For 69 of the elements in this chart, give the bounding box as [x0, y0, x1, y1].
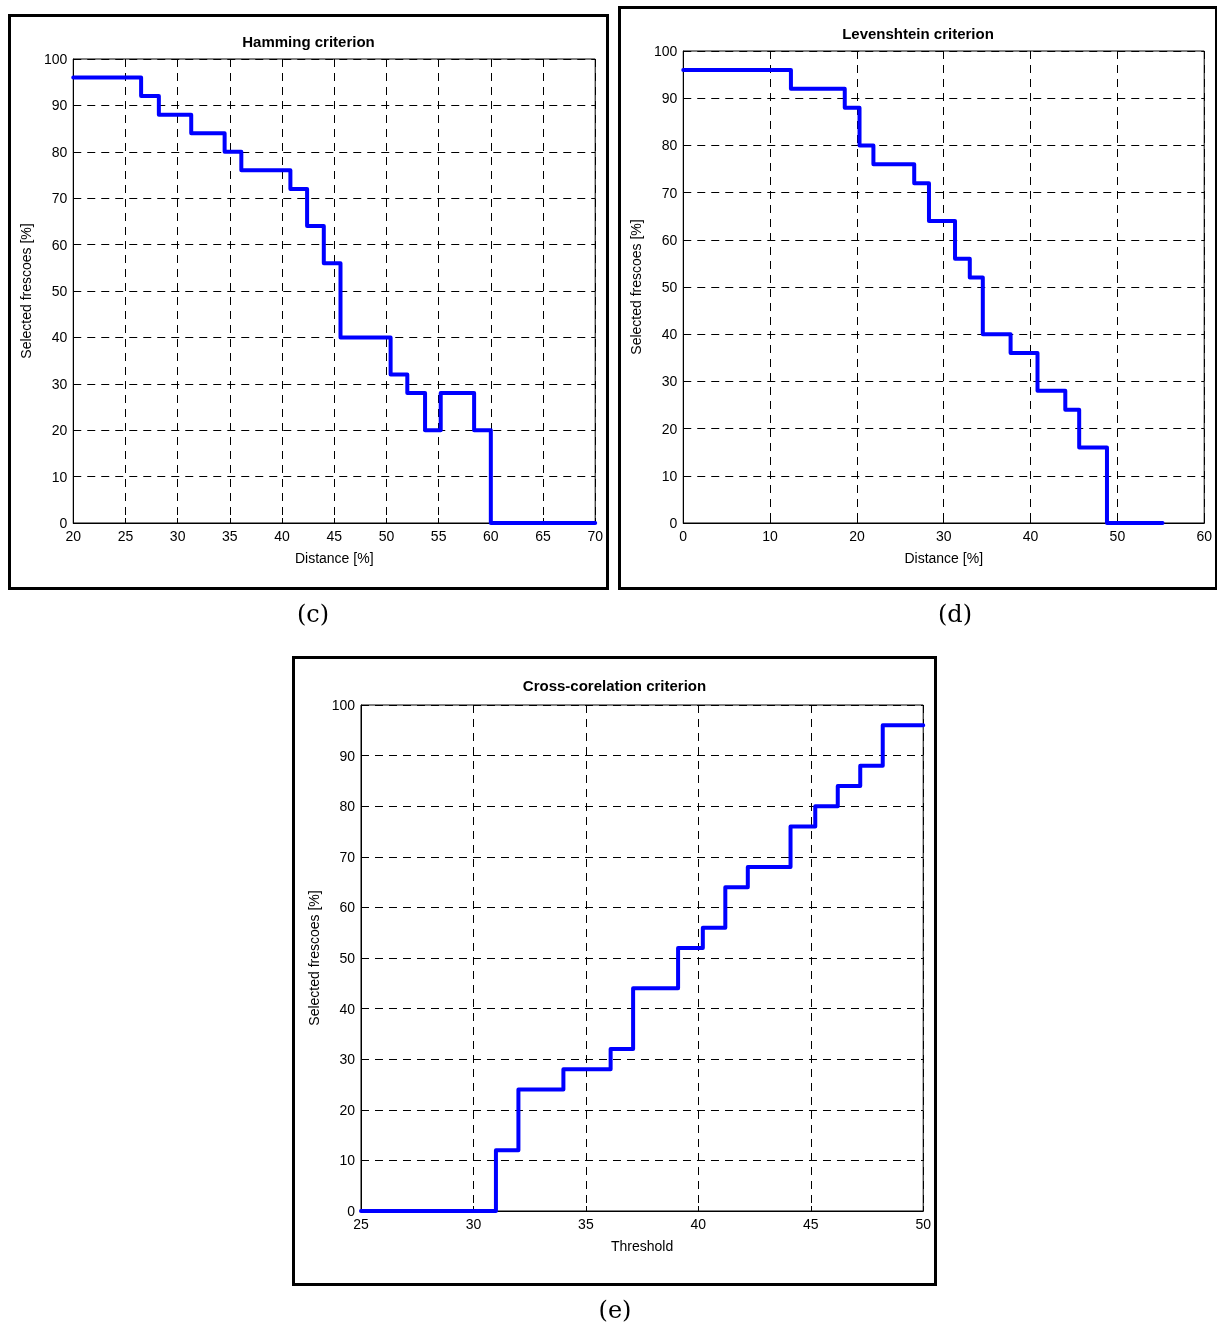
- y-tick-label: 70: [51, 190, 68, 207]
- x-axis-title: Distance [%]: [294, 550, 374, 566]
- y-tick-label: 60: [51, 236, 68, 253]
- y-tick-label: 20: [51, 422, 68, 439]
- y-tick-label: 20: [661, 420, 678, 437]
- chart-title: Levenshtein criterion: [842, 25, 994, 42]
- x-tick-label: 30: [169, 528, 186, 544]
- x-tick-label: 45: [802, 1216, 819, 1232]
- x-tick-label: 50: [915, 1216, 932, 1232]
- y-tick-label: 0: [347, 1203, 356, 1219]
- x-tick-label: 65: [535, 528, 552, 544]
- y-tick-label: 10: [339, 1152, 356, 1169]
- y-tick-label: 90: [661, 90, 678, 107]
- y-tick-label: 0: [669, 515, 678, 531]
- y-tick-label: 50: [51, 283, 68, 299]
- y-tick-label: 90: [339, 747, 356, 764]
- x-tick-label: 50: [378, 528, 395, 544]
- x-tick-label: 45: [326, 528, 343, 544]
- x-tick-label: 35: [578, 1216, 594, 1232]
- x-tick-label: 40: [274, 528, 291, 544]
- y-tick-label: 90: [51, 97, 68, 114]
- y-tick-label: 40: [339, 1000, 356, 1017]
- x-tick-label: 30: [935, 528, 952, 544]
- y-tick-label: 0: [59, 515, 68, 531]
- x-tick-label: 25: [353, 1216, 369, 1232]
- x-tick-label: 20: [65, 528, 82, 544]
- x-tick-label: 0: [679, 528, 688, 544]
- x-tick-label: 40: [690, 1216, 707, 1232]
- x-tick-label: 40: [1022, 528, 1039, 544]
- y-tick-label: 60: [339, 899, 356, 916]
- x-tick-label: 25: [117, 528, 134, 544]
- y-tick-label: 100: [331, 697, 356, 713]
- y-tick-label: 100: [653, 43, 678, 59]
- x-tick-label: 30: [465, 1216, 482, 1232]
- chart-title: Cross-corelation criterion: [522, 677, 707, 694]
- y-tick-label: 30: [51, 375, 68, 392]
- x-axis-title: Threshold: [610, 1238, 674, 1254]
- x-tick-label: 55: [430, 528, 447, 544]
- chart-title: Hamming criterion: [242, 33, 375, 50]
- y-tick-label: 70: [339, 848, 356, 865]
- y-tick-label: 80: [51, 143, 68, 160]
- y-tick-label: 100: [43, 51, 68, 67]
- y-tick-label: 60: [661, 231, 678, 248]
- text: (d): [937, 600, 973, 628]
- y-axis-title: Selected frescoes [%]: [305, 890, 322, 1026]
- y-tick-label: 20: [339, 1101, 356, 1118]
- y-tick-label: 30: [661, 373, 678, 390]
- y-tick-label: 70: [661, 184, 678, 201]
- text: (c): [296, 600, 330, 628]
- y-tick-label: 50: [661, 279, 678, 295]
- y-tick-label: 40: [661, 326, 678, 343]
- x-tick-label: 60: [1196, 528, 1213, 544]
- text: (e): [598, 1296, 632, 1324]
- x-tick-label: 50: [1109, 528, 1126, 544]
- y-axis-title: Selected frescoes [%]: [628, 219, 644, 355]
- y-tick-label: 80: [661, 137, 678, 154]
- y-tick-label: 40: [51, 329, 68, 346]
- y-tick-label: 10: [661, 467, 678, 484]
- x-tick-label: 20: [849, 528, 865, 544]
- y-tick-label: 10: [51, 468, 68, 485]
- y-tick-label: 50: [339, 950, 356, 966]
- x-tick-label: 70: [587, 528, 604, 544]
- x-axis-title: Distance [%]: [904, 550, 984, 566]
- y-tick-label: 30: [339, 1051, 356, 1068]
- x-tick-label: 35: [222, 528, 238, 544]
- x-tick-label: 60: [483, 528, 499, 544]
- y-tick-label: 80: [339, 798, 356, 815]
- y-axis-title: Selected frescoes [%]: [18, 223, 34, 359]
- x-tick-label: 10: [762, 528, 779, 544]
